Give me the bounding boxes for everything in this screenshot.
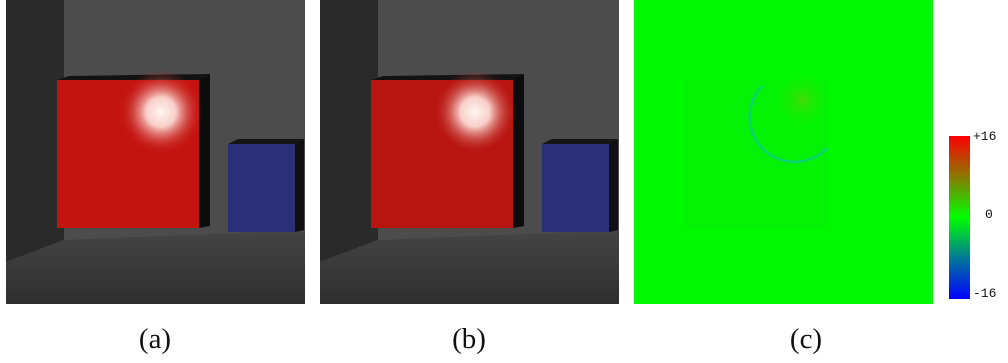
colorbar-mid-label: 0 [985,207,993,222]
colorbar-max-label: +16 [973,129,997,144]
caption-a: (a) [138,323,172,355]
caption-c: (c) [789,323,823,355]
render-image-b [320,0,619,304]
caption-b: (b) [452,323,486,355]
colorbar-min-label: -16 [973,286,997,301]
colorbar [949,136,970,299]
difference-image-c [634,0,933,304]
render-image-a [6,0,305,304]
